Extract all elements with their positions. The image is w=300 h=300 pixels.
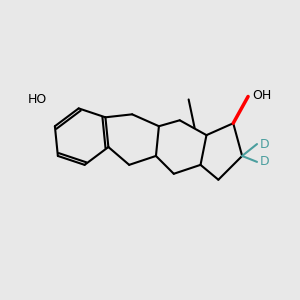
- Text: D: D: [260, 138, 270, 151]
- Text: D: D: [260, 155, 270, 168]
- Text: OH: OH: [253, 88, 272, 101]
- Text: HO: HO: [27, 93, 47, 106]
